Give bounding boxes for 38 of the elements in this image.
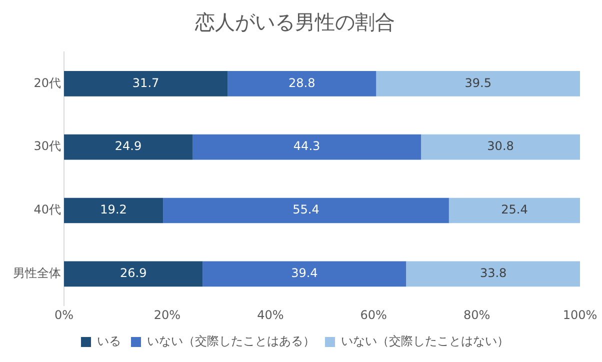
data-label: 26.9	[120, 266, 147, 280]
data-label: 33.8	[480, 266, 507, 280]
data-label: 19.2	[100, 202, 127, 217]
bar	[64, 134, 192, 160]
y-tick-label: 40代	[34, 202, 61, 217]
x-tick-label: 100%	[562, 308, 598, 322]
chart-title: 恋人がいる男性の割合	[194, 10, 395, 34]
bar	[192, 134, 422, 160]
x-tick-label: 60%	[360, 308, 387, 322]
bar	[163, 198, 449, 224]
data-label: 25.4	[501, 202, 528, 217]
legend-label: いない（交際したことはある）	[147, 334, 315, 348]
y-tick-label: 20代	[34, 76, 61, 90]
data-label: 44.3	[293, 139, 320, 154]
bar	[406, 261, 580, 287]
bar	[228, 71, 376, 96]
data-label: 39.5	[464, 76, 492, 90]
bar	[421, 134, 580, 160]
data-label: 28.8	[288, 76, 316, 90]
y-tick-label: 30代	[34, 139, 61, 154]
data-label: 31.7	[132, 76, 160, 90]
x-tick-label: 20%	[154, 308, 181, 322]
bar	[448, 198, 580, 224]
bar	[376, 71, 580, 96]
data-label: 30.8	[487, 139, 514, 154]
x-tick-label: 40%	[257, 308, 284, 322]
legend-label: いない（交際したことはない）	[341, 334, 509, 348]
x-tick-label: 80%	[463, 308, 490, 322]
data-label: 24.9	[114, 139, 142, 154]
x-tick-label: 0%	[54, 308, 74, 322]
legend-label: いる	[97, 334, 121, 348]
bar	[64, 198, 164, 224]
bar	[64, 71, 228, 96]
bar	[64, 261, 203, 287]
data-label: 55.4	[292, 202, 320, 217]
data-label: 39.4	[291, 266, 318, 280]
y-tick-label: 男性全体	[13, 266, 61, 280]
bar	[202, 261, 406, 287]
